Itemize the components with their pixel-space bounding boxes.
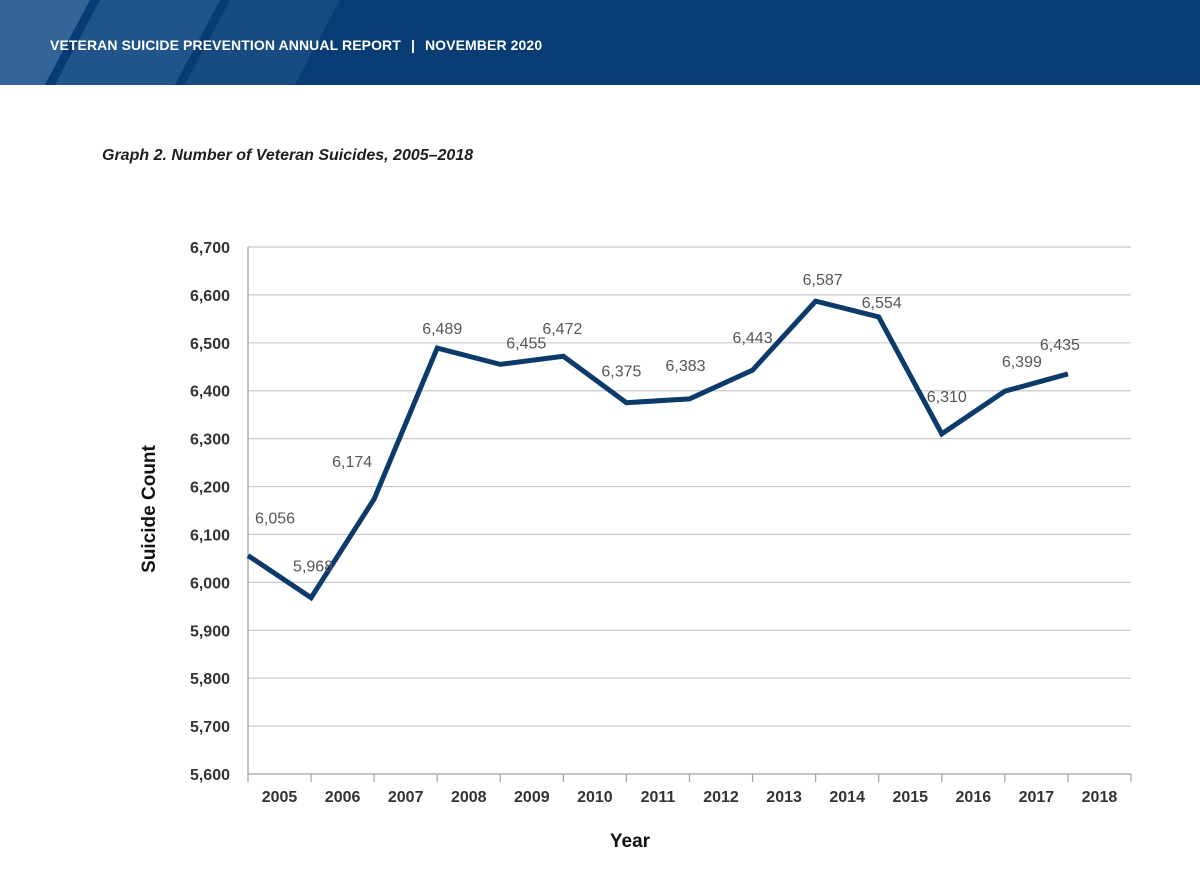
header-separator: | [410, 37, 415, 53]
x-tick-label: 2014 [829, 789, 865, 806]
y-tick-label: 6,200 [190, 480, 230, 497]
line-layer [246, 298, 1069, 602]
x-tick-label: 2018 [1082, 789, 1118, 806]
y-tick-label: 6,400 [190, 384, 230, 401]
x-tick-label: 2008 [451, 789, 487, 806]
report-title: VETERAN SUICIDE PREVENTION ANNUAL REPORT [50, 37, 401, 53]
data-label: 6,489 [422, 321, 462, 338]
data-label: 6,310 [927, 389, 967, 406]
x-tick-label: 2013 [766, 789, 802, 806]
y-tick-label: 6,700 [190, 240, 230, 257]
y-tick-label: 5,700 [190, 719, 230, 736]
data-label: 6,587 [803, 272, 843, 289]
chart-title: Graph 2. Number of Veteran Suicides, 200… [102, 147, 474, 164]
header-text: VETERAN SUICIDE PREVENTION ANNUAL REPORT… [50, 37, 542, 53]
data-label: 6,443 [733, 330, 773, 347]
y-tick-label: 6,300 [190, 432, 230, 449]
x-tick-label: 2012 [703, 789, 739, 806]
x-tick-label: 2017 [1019, 789, 1055, 806]
y-tick-label: 5,800 [190, 671, 230, 688]
data-label: 6,399 [1002, 354, 1042, 371]
header-banner: VETERAN SUICIDE PREVENTION ANNUAL REPORT… [0, 0, 1200, 85]
x-tick-label: 2007 [388, 789, 424, 806]
y-tick-label: 5,600 [190, 767, 230, 784]
series-line [246, 298, 1069, 602]
x-tick-label: 2005 [262, 789, 298, 806]
y-tick-label: 6,500 [190, 336, 230, 353]
data-label: 5,968 [293, 559, 333, 576]
grid-layer [248, 246, 1131, 727]
y-tick-label: 6,100 [190, 527, 230, 544]
x-tick-label: 2006 [325, 789, 361, 806]
x-tick-label: 2015 [892, 789, 928, 806]
data-label: 6,455 [506, 335, 546, 352]
data-label: 6,435 [1040, 337, 1080, 354]
y-axis-title: Suicide Count [139, 444, 160, 572]
data-label: 6,383 [665, 358, 705, 375]
x-axis-title: Year [610, 831, 651, 852]
x-tick-label: 2011 [641, 789, 676, 806]
x-tick-label: 2010 [577, 789, 613, 806]
y-tick-label: 6,000 [190, 575, 230, 592]
axis-layer: 5,600 5,700 5,800 5,900 6,000 6,100 6,200 6,300… [190, 240, 1132, 806]
x-tick-label: 2009 [514, 789, 550, 806]
data-label: 6,472 [542, 321, 582, 338]
y-tick-label: 6,600 [190, 288, 230, 305]
x-tick-label: 2016 [956, 789, 992, 806]
report-date: NOVEMBER 2020 [424, 37, 543, 53]
data-label: 6,056 [255, 511, 295, 528]
data-label: 6,375 [601, 364, 641, 381]
y-tick-label: 5,900 [190, 623, 230, 640]
data-label: 6,554 [862, 295, 902, 312]
data-label: 6,174 [332, 454, 372, 471]
